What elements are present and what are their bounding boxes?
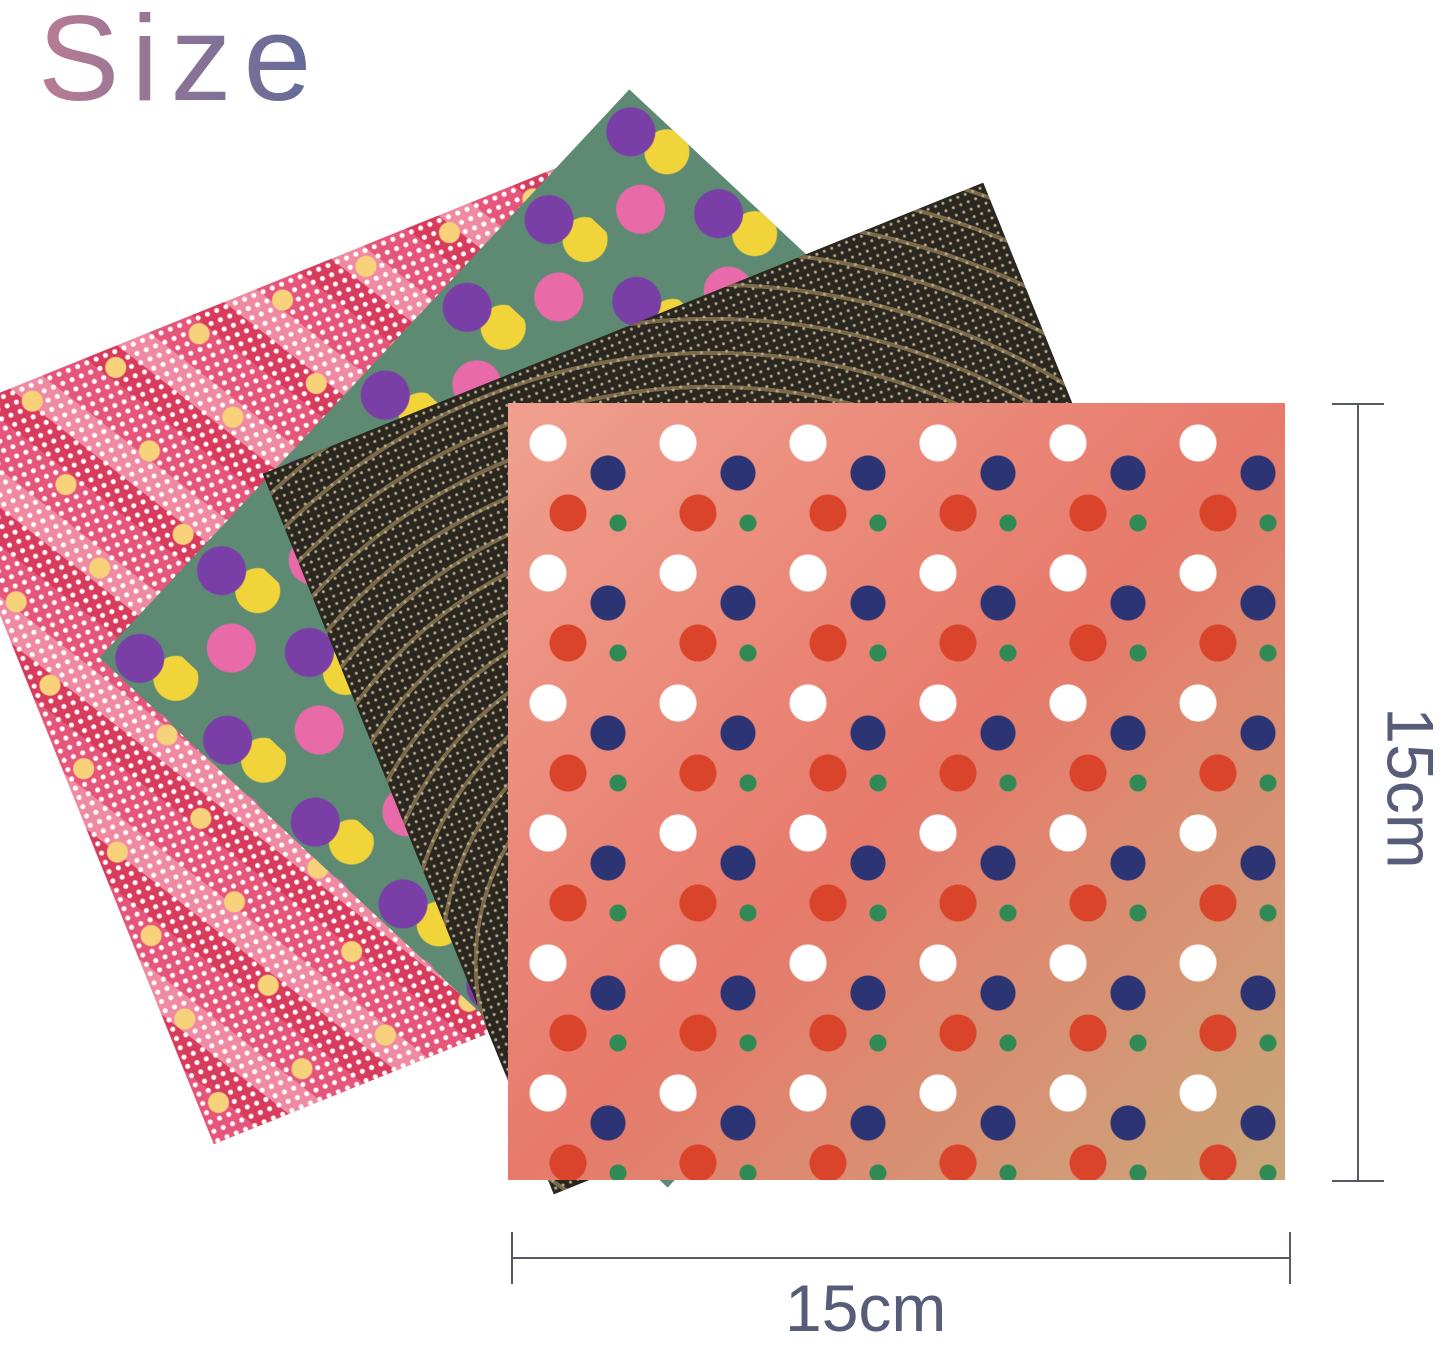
width-dimension-tick-right: [1289, 1232, 1291, 1284]
height-dimension-line: [1357, 403, 1359, 1181]
height-dimension-tick-bottom: [1332, 1180, 1384, 1182]
width-dimension-tick-left: [511, 1232, 513, 1284]
front-floral-paper: [508, 403, 1285, 1180]
title: Size: [38, 0, 323, 128]
width-dimension-line: [511, 1257, 1291, 1259]
height-dimension-tick-top: [1332, 403, 1384, 405]
height-label: 15cm: [1373, 707, 1445, 869]
width-label: 15cm: [785, 1271, 947, 1345]
